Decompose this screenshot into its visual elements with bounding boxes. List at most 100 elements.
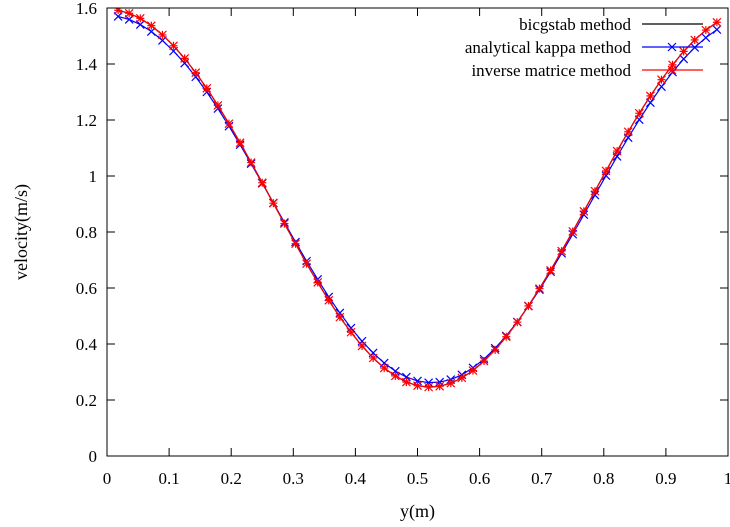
data-point bbox=[523, 301, 533, 311]
x-tick-label: 0.2 bbox=[221, 469, 242, 488]
marker-stroke bbox=[335, 308, 345, 318]
data-point bbox=[390, 371, 400, 381]
data-point bbox=[202, 83, 212, 93]
legend-label: bicgstab method bbox=[519, 15, 631, 34]
y-tick-label: 0.2 bbox=[76, 391, 97, 410]
data-point bbox=[368, 353, 378, 363]
data-point bbox=[457, 373, 467, 383]
data-point bbox=[224, 119, 234, 129]
marker-stroke bbox=[435, 377, 445, 387]
data-point bbox=[568, 227, 578, 236]
data-point bbox=[535, 284, 544, 293]
y-tick-label: 1 bbox=[89, 167, 98, 186]
y-tick-label: 0 bbox=[89, 447, 98, 466]
data-point bbox=[346, 327, 356, 337]
marker-stroke bbox=[657, 82, 666, 92]
marker-stroke bbox=[667, 42, 677, 52]
y-tick-label: 0.8 bbox=[76, 223, 97, 242]
data-point bbox=[435, 377, 445, 387]
y-tick-label: 1.6 bbox=[76, 0, 97, 18]
data-point bbox=[446, 378, 456, 388]
series-inverse-matrice-method bbox=[113, 8, 722, 392]
data-point bbox=[546, 265, 556, 275]
data-point bbox=[357, 341, 367, 351]
data-point bbox=[135, 13, 145, 23]
data-point bbox=[346, 323, 356, 333]
marker-stroke bbox=[346, 323, 356, 333]
x-tick-label: 0.6 bbox=[469, 469, 490, 488]
series-layer bbox=[113, 8, 722, 392]
data-point bbox=[557, 246, 567, 256]
x-tick-label: 0.5 bbox=[407, 469, 428, 488]
marker-stroke bbox=[701, 33, 711, 43]
data-point bbox=[191, 68, 201, 78]
marker-stroke bbox=[679, 54, 689, 64]
x-tick-label: 0.3 bbox=[283, 469, 304, 488]
data-point bbox=[180, 53, 190, 63]
data-point bbox=[246, 158, 256, 167]
y-tick-label: 0.4 bbox=[76, 335, 98, 354]
data-point bbox=[124, 8, 134, 18]
marker-stroke bbox=[424, 378, 434, 388]
data-point bbox=[335, 308, 345, 318]
x-tick-label: 0.4 bbox=[345, 469, 367, 488]
x-tick-label: 0.9 bbox=[655, 469, 676, 488]
legend-label: analytical kappa method bbox=[465, 38, 632, 57]
data-point bbox=[479, 356, 489, 366]
data-point bbox=[490, 345, 500, 355]
data-point bbox=[701, 25, 711, 35]
data-point bbox=[191, 72, 201, 82]
data-point bbox=[413, 381, 422, 391]
marker-stroke bbox=[645, 98, 655, 108]
data-point bbox=[324, 295, 334, 305]
data-point bbox=[424, 378, 434, 388]
data-point bbox=[590, 186, 600, 196]
data-point bbox=[424, 382, 434, 392]
data-point bbox=[634, 108, 644, 118]
x-axis-title: y(m) bbox=[400, 501, 435, 522]
x-tick-label: 0.1 bbox=[158, 469, 179, 488]
data-point bbox=[623, 127, 633, 137]
data-point bbox=[213, 101, 223, 110]
x-tick-label: 1 bbox=[724, 469, 730, 488]
data-point bbox=[379, 363, 389, 373]
x-tick-label: 0.8 bbox=[593, 469, 614, 488]
axes-layer: 0 0.1 0.2 0.3 0.4 0.5 0.6 0.7 0.8 0.9 1 0 0.2 0.4 0.6 0… bbox=[76, 0, 730, 488]
y-tick-label: 0.6 bbox=[76, 279, 97, 298]
data-point bbox=[712, 17, 722, 27]
data-point bbox=[146, 21, 156, 31]
data-point bbox=[512, 317, 522, 327]
data-point bbox=[291, 239, 300, 249]
data-point bbox=[679, 54, 689, 64]
data-point bbox=[257, 178, 267, 188]
marker-stroke bbox=[191, 72, 201, 82]
data-point bbox=[712, 25, 722, 34]
data-point bbox=[302, 259, 312, 269]
data-point bbox=[235, 138, 245, 148]
marker-stroke bbox=[712, 25, 722, 34]
y-tick-label: 1.2 bbox=[76, 111, 97, 130]
data-point bbox=[279, 219, 289, 229]
legend: bicgstab method analytical kappa method in… bbox=[465, 15, 703, 80]
data-point bbox=[335, 312, 345, 322]
data-point bbox=[401, 377, 411, 387]
data-point bbox=[579, 206, 589, 216]
x-tick-label: 0.7 bbox=[531, 469, 553, 488]
data-point bbox=[679, 46, 689, 56]
data-point bbox=[435, 381, 445, 391]
legend-marker bbox=[667, 42, 677, 52]
x-tick-label: 0 bbox=[103, 469, 112, 488]
y-tick-label: 1.4 bbox=[76, 55, 98, 74]
data-point bbox=[158, 30, 167, 40]
data-point bbox=[601, 166, 611, 176]
data-point bbox=[701, 33, 711, 43]
data-point bbox=[169, 41, 178, 51]
data-point bbox=[268, 198, 278, 208]
legend-label: inverse matrice method bbox=[471, 61, 631, 80]
data-point bbox=[113, 8, 123, 15]
data-point bbox=[690, 35, 700, 45]
legend-marker bbox=[667, 65, 677, 75]
data-point bbox=[657, 75, 666, 85]
data-point bbox=[612, 146, 622, 156]
